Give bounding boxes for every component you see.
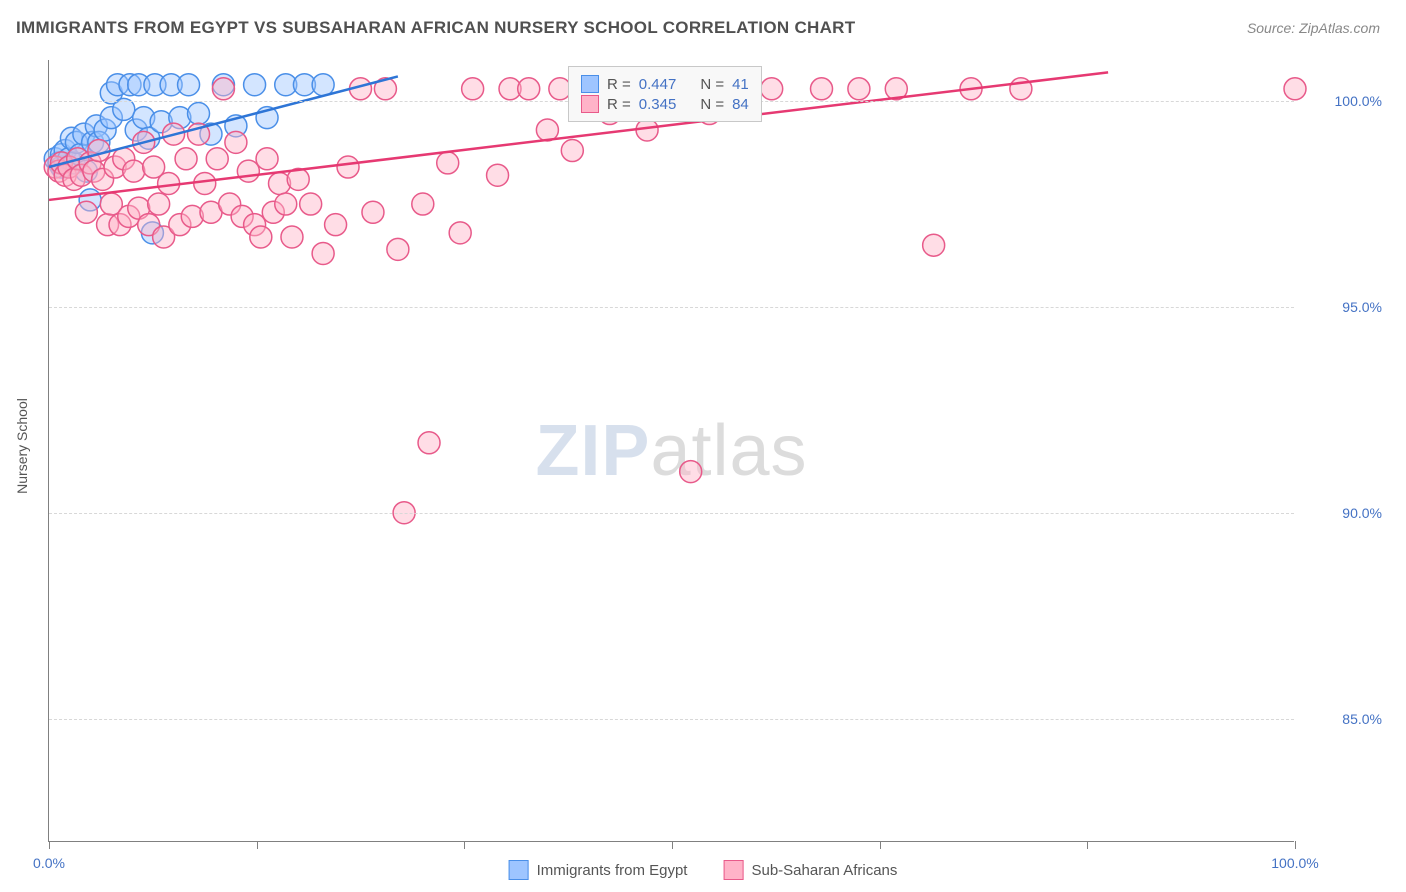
point-subsaharan	[462, 78, 484, 100]
x-tick	[672, 841, 673, 849]
point-subsaharan	[175, 148, 197, 170]
stats-n-label: N =	[700, 76, 724, 93]
legend-label-subsaharan: Sub-Saharan Africans	[751, 862, 897, 879]
point-subsaharan	[300, 193, 322, 215]
point-subsaharan	[312, 242, 334, 264]
gridline-h	[49, 513, 1294, 514]
point-egypt	[244, 74, 266, 96]
point-subsaharan	[561, 140, 583, 162]
point-subsaharan	[250, 226, 272, 248]
stats-r-subsaharan: 0.345	[639, 96, 677, 113]
x-tick	[1087, 841, 1088, 849]
y-tick-label: 95.0%	[1302, 299, 1382, 315]
y-tick-label: 85.0%	[1302, 711, 1382, 727]
point-subsaharan	[225, 131, 247, 153]
gridline-h	[49, 719, 1294, 720]
point-subsaharan	[123, 160, 145, 182]
point-subsaharan	[848, 78, 870, 100]
stats-swatch-egypt	[581, 75, 599, 93]
point-subsaharan	[325, 214, 347, 236]
x-tick	[464, 841, 465, 849]
x-tick	[880, 841, 881, 849]
x-tick-label: 100.0%	[1271, 855, 1318, 871]
point-subsaharan	[256, 148, 278, 170]
point-subsaharan	[212, 78, 234, 100]
point-subsaharan	[206, 148, 228, 170]
stats-row-subsaharan: R = 0.345 N = 84	[581, 95, 749, 113]
x-tick	[257, 841, 258, 849]
point-subsaharan	[761, 78, 783, 100]
stats-box: R = 0.447 N = 41 R = 0.345 N = 84	[568, 66, 762, 122]
point-subsaharan	[536, 119, 558, 141]
point-egypt	[312, 74, 334, 96]
point-subsaharan	[412, 193, 434, 215]
gridline-h	[49, 307, 1294, 308]
point-subsaharan	[337, 156, 359, 178]
chart-title: IMMIGRANTS FROM EGYPT VS SUBSAHARAN AFRI…	[16, 18, 855, 38]
legend: Immigrants from Egypt Sub-Saharan Africa…	[509, 860, 898, 880]
point-subsaharan	[487, 164, 509, 186]
plot-area: ZIPatlas 85.0%90.0%95.0%100.0%0.0%100.0%	[48, 60, 1294, 842]
point-subsaharan	[362, 201, 384, 223]
legend-item-egypt: Immigrants from Egypt	[509, 860, 688, 880]
point-subsaharan	[811, 78, 833, 100]
x-tick	[1295, 841, 1296, 849]
x-tick	[49, 841, 50, 849]
point-subsaharan	[148, 193, 170, 215]
stats-n-subsaharan: 84	[732, 96, 749, 113]
legend-swatch-subsaharan	[723, 860, 743, 880]
point-egypt	[188, 103, 210, 125]
stats-n-label: N =	[700, 96, 724, 113]
point-subsaharan	[387, 238, 409, 260]
source-label: Source: ZipAtlas.com	[1247, 20, 1380, 36]
chart-svg	[49, 60, 1294, 841]
point-subsaharan	[518, 78, 540, 100]
stats-r-label: R =	[607, 96, 631, 113]
point-subsaharan	[194, 172, 216, 194]
y-tick-label: 90.0%	[1302, 505, 1382, 521]
point-egypt	[178, 74, 200, 96]
point-subsaharan	[237, 160, 259, 182]
y-axis-title: Nursery School	[14, 398, 30, 494]
point-subsaharan	[75, 201, 97, 223]
point-subsaharan	[275, 193, 297, 215]
y-tick-label: 100.0%	[1302, 93, 1382, 109]
legend-item-subsaharan: Sub-Saharan Africans	[723, 860, 897, 880]
point-subsaharan	[88, 140, 110, 162]
legend-label-egypt: Immigrants from Egypt	[537, 862, 688, 879]
point-subsaharan	[437, 152, 459, 174]
x-tick-label: 0.0%	[33, 855, 65, 871]
stats-swatch-subsaharan	[581, 95, 599, 113]
legend-swatch-egypt	[509, 860, 529, 880]
stats-r-egypt: 0.447	[639, 76, 677, 93]
point-subsaharan	[418, 432, 440, 454]
point-subsaharan	[449, 222, 471, 244]
point-subsaharan	[281, 226, 303, 248]
stats-n-egypt: 41	[732, 76, 749, 93]
stats-r-label: R =	[607, 76, 631, 93]
stats-row-egypt: R = 0.447 N = 41	[581, 75, 749, 93]
point-subsaharan	[923, 234, 945, 256]
point-subsaharan	[680, 461, 702, 483]
